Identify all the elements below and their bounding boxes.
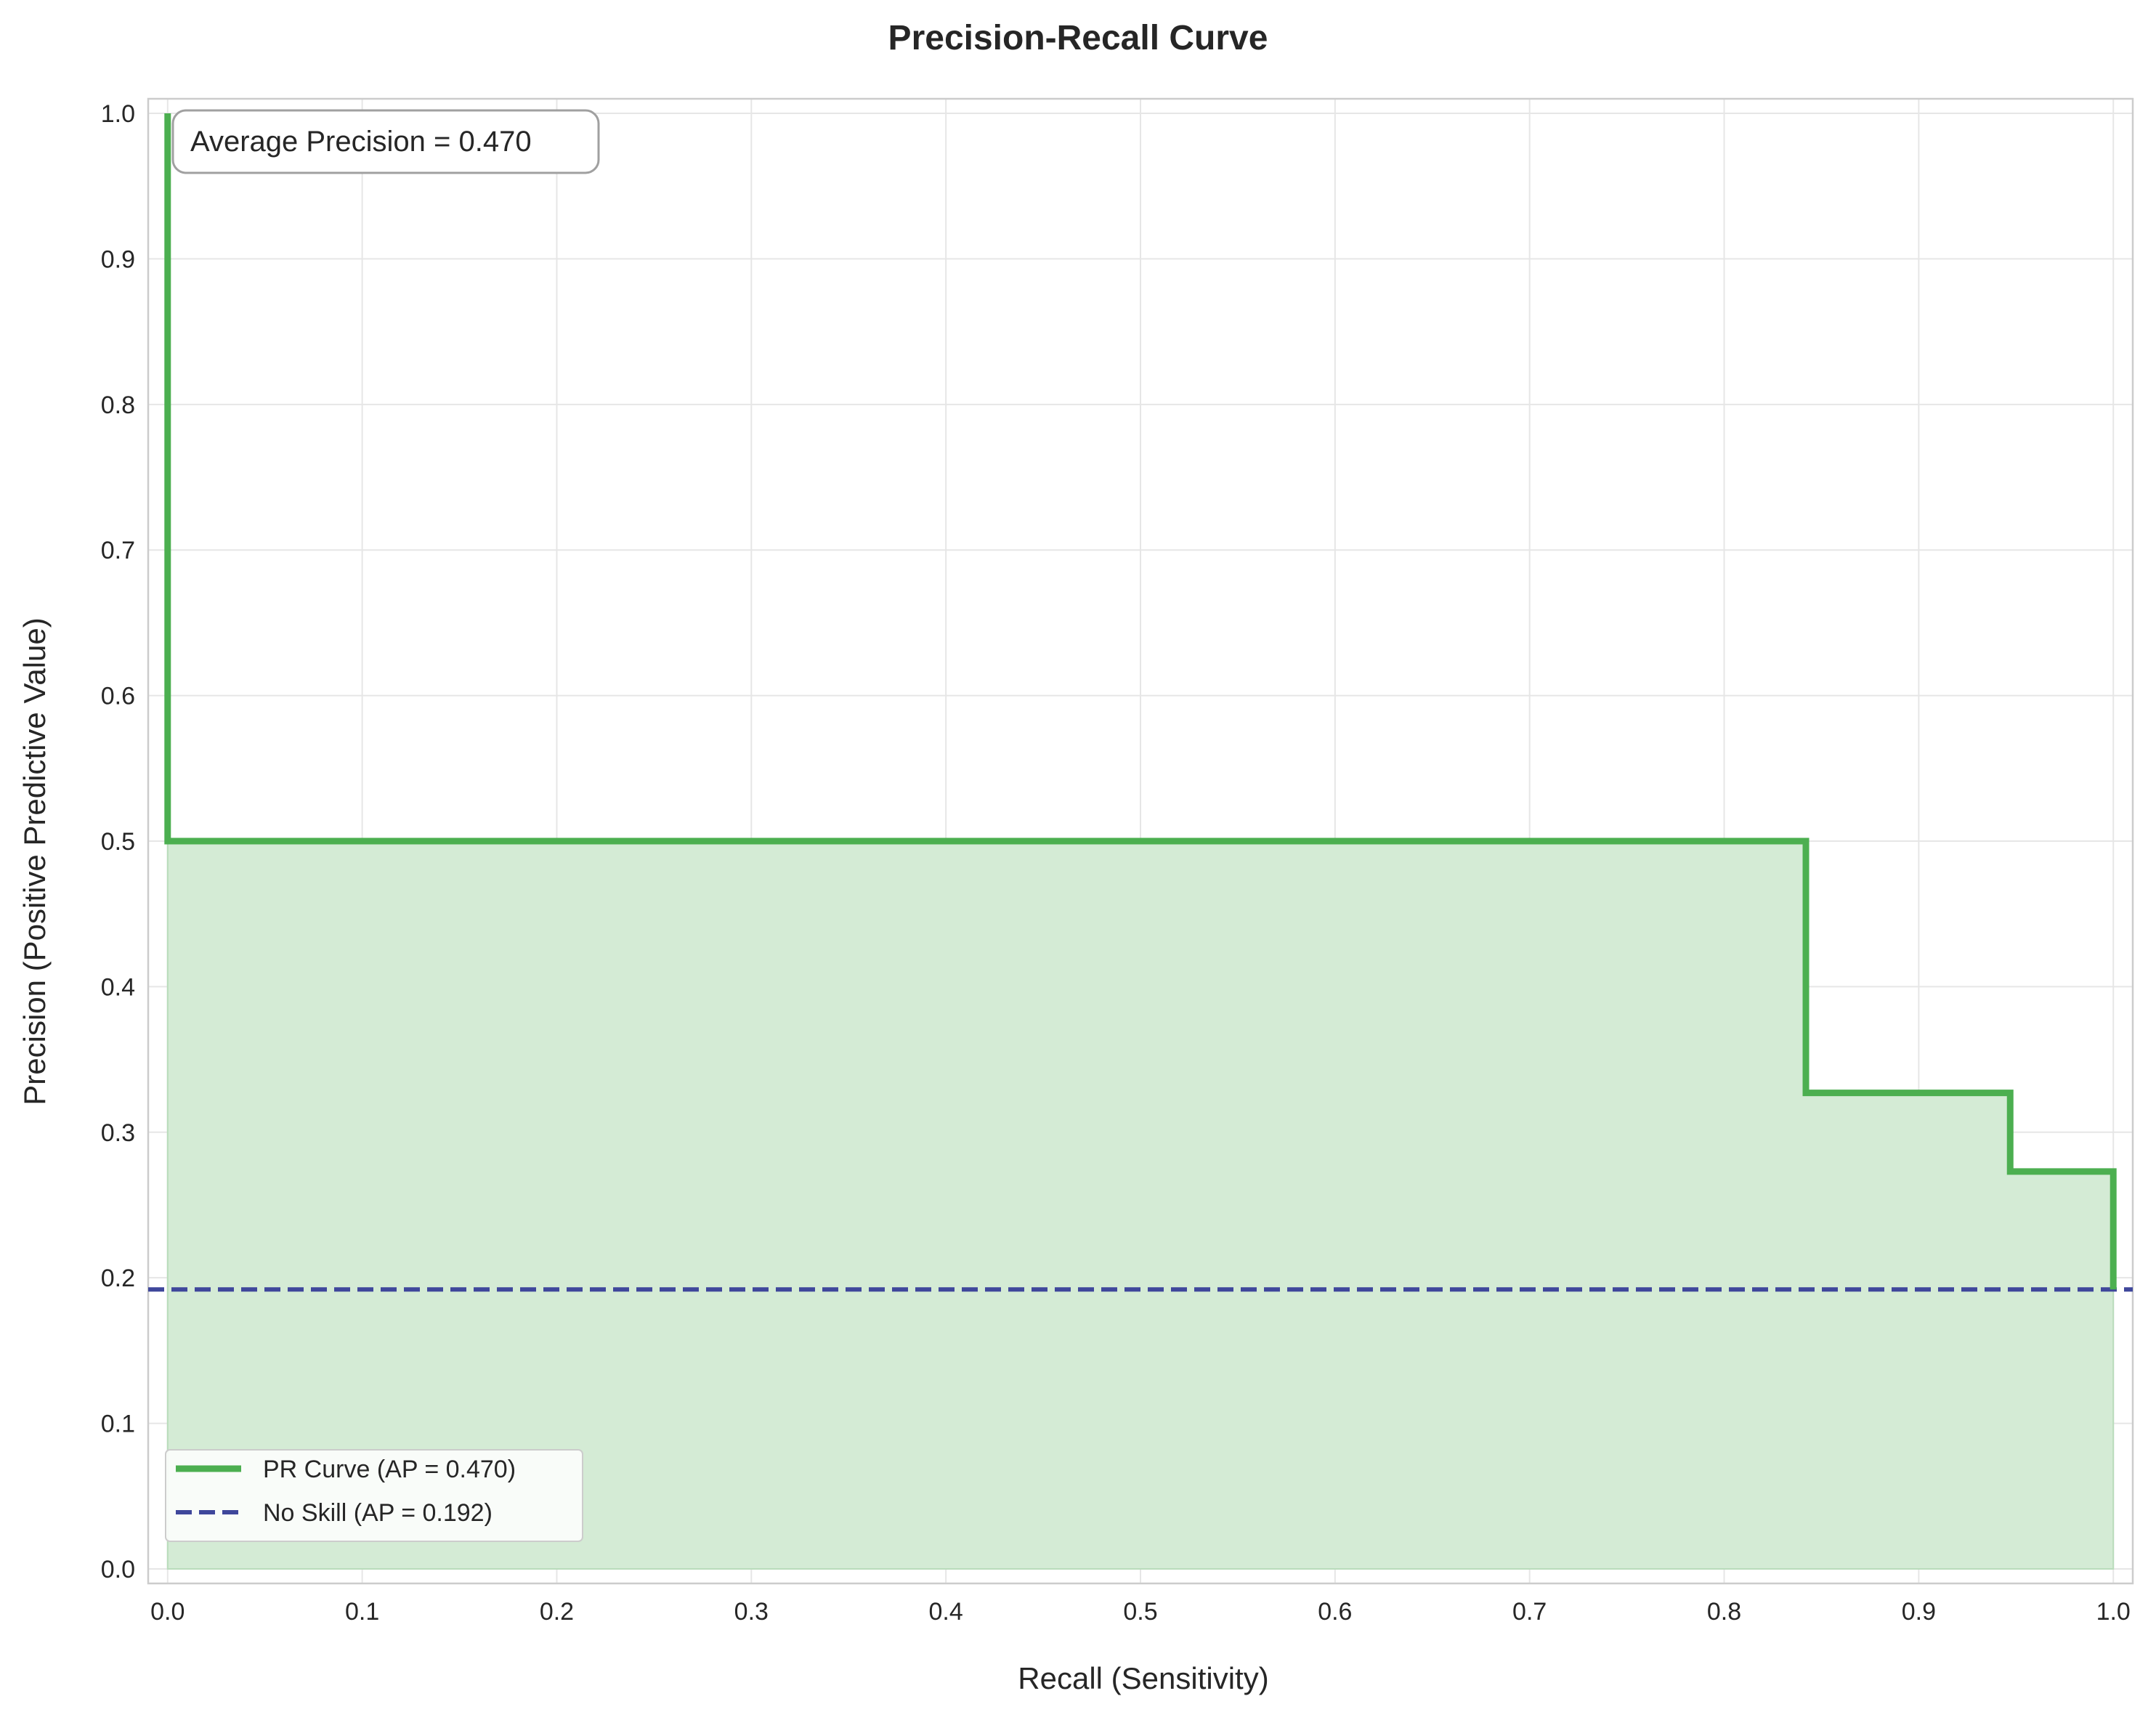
- annotation-box: [171, 109, 600, 174]
- y-axis-label: Precision (Positive Predictive Value): [17, 617, 52, 1106]
- legend-label-pr-curve: PR Curve (AP = 0.470): [263, 1456, 516, 1483]
- y-tick-label: 0.0: [101, 1556, 135, 1583]
- y-tick-label: 0.8: [101, 392, 135, 419]
- x-tick-label: 0.8: [1707, 1598, 1741, 1626]
- y-tick-label: 0.9: [101, 246, 135, 273]
- y-tick-label: 1.0: [101, 100, 135, 128]
- pr-curve-line: [164, 113, 2117, 1290]
- y-tick-label: 0.4: [101, 973, 135, 1001]
- annotation-text: Average Precision = 0.470: [190, 126, 532, 158]
- x-tick-label: 0.2: [540, 1598, 574, 1626]
- plot-area-border: [147, 97, 2134, 1585]
- x-tick-label: 0.6: [1318, 1598, 1352, 1626]
- y-tick-label: 0.1: [101, 1411, 135, 1438]
- axes-frame: [147, 97, 2134, 1585]
- x-tick-label: 0.4: [929, 1598, 963, 1626]
- x-tick-label: 0.5: [1123, 1598, 1157, 1626]
- series-lines: [148, 113, 2133, 1292]
- x-tick-label: 1.0: [2096, 1598, 2131, 1626]
- legend-box: [165, 1449, 583, 1542]
- legend: PR Curve (AP = 0.470) No Skill (AP = 0.1…: [165, 1449, 583, 1542]
- y-tick-label: 0.5: [101, 828, 135, 856]
- x-tick-label: 0.1: [345, 1598, 379, 1626]
- x-tick-label: 0.7: [1512, 1598, 1547, 1626]
- x-axis-label: Recall (Sensitivity): [1018, 1661, 1268, 1695]
- tick-labels: 0.0 0.1 0.2 0.3 0.4 0.5 0.6 0.7 0.8 0.9 1.0 0.0 0.1 0…: [101, 100, 2131, 1626]
- average-precision-annotation: Average Precision = 0.470: [171, 109, 600, 174]
- x-tick-label: 0.3: [734, 1598, 769, 1626]
- y-tick-label: 0.2: [101, 1265, 135, 1292]
- y-tick-label: 0.6: [101, 683, 135, 710]
- x-tick-label: 0.0: [150, 1598, 185, 1626]
- chart-title: Precision-Recall Curve: [888, 19, 1268, 57]
- legend-label-no-skill: No Skill (AP = 0.192): [263, 1499, 493, 1527]
- y-tick-label: 0.3: [101, 1119, 135, 1147]
- x-tick-label: 0.9: [1902, 1598, 1936, 1626]
- y-tick-label: 0.7: [101, 537, 135, 564]
